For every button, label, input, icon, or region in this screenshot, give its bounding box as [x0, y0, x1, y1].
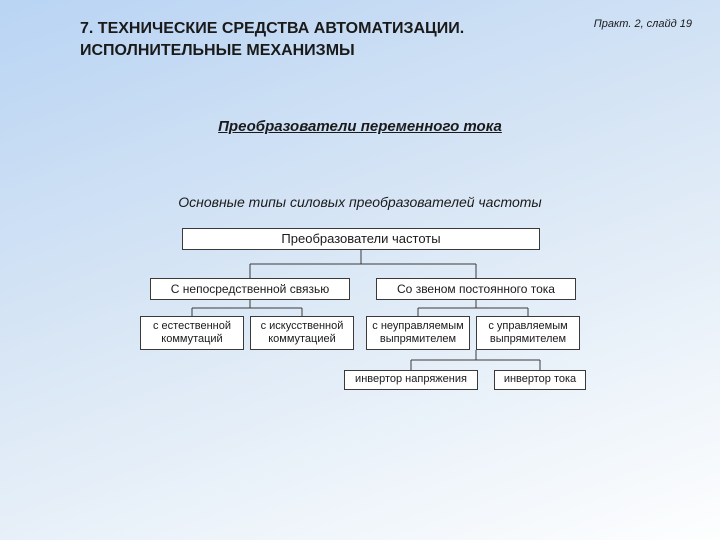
tree-diagram: Преобразователи частоты С непосредственно…: [0, 0, 720, 540]
node-l1a: с естественной коммутаций: [140, 316, 244, 350]
connector-lines: [0, 0, 720, 540]
slide-reference: Практ. 2, слайд 19: [594, 18, 692, 30]
node-r1: Со звеном постоянного тока: [376, 278, 576, 300]
node-l1: С непосредственной связью: [150, 278, 350, 300]
node-r1b: с управляемым выпрямителем: [476, 316, 580, 350]
section-subtitle: Преобразователи переменного тока: [0, 118, 720, 135]
diagram-caption: Основные типы силовых преобразователей ч…: [0, 194, 720, 210]
node-inv2: инвертор тока: [494, 370, 586, 390]
node-r1a: с неуправляемым выпрямителем: [366, 316, 470, 350]
page-title: 7. ТЕХНИЧЕСКИЕ СРЕДСТВА АВТОМАТИЗАЦИИ. И…: [80, 18, 560, 61]
node-l1b: с искусственной коммутацией: [250, 316, 354, 350]
node-inv1: инвертор напряжения: [344, 370, 478, 390]
node-root: Преобразователи частоты: [182, 228, 540, 250]
